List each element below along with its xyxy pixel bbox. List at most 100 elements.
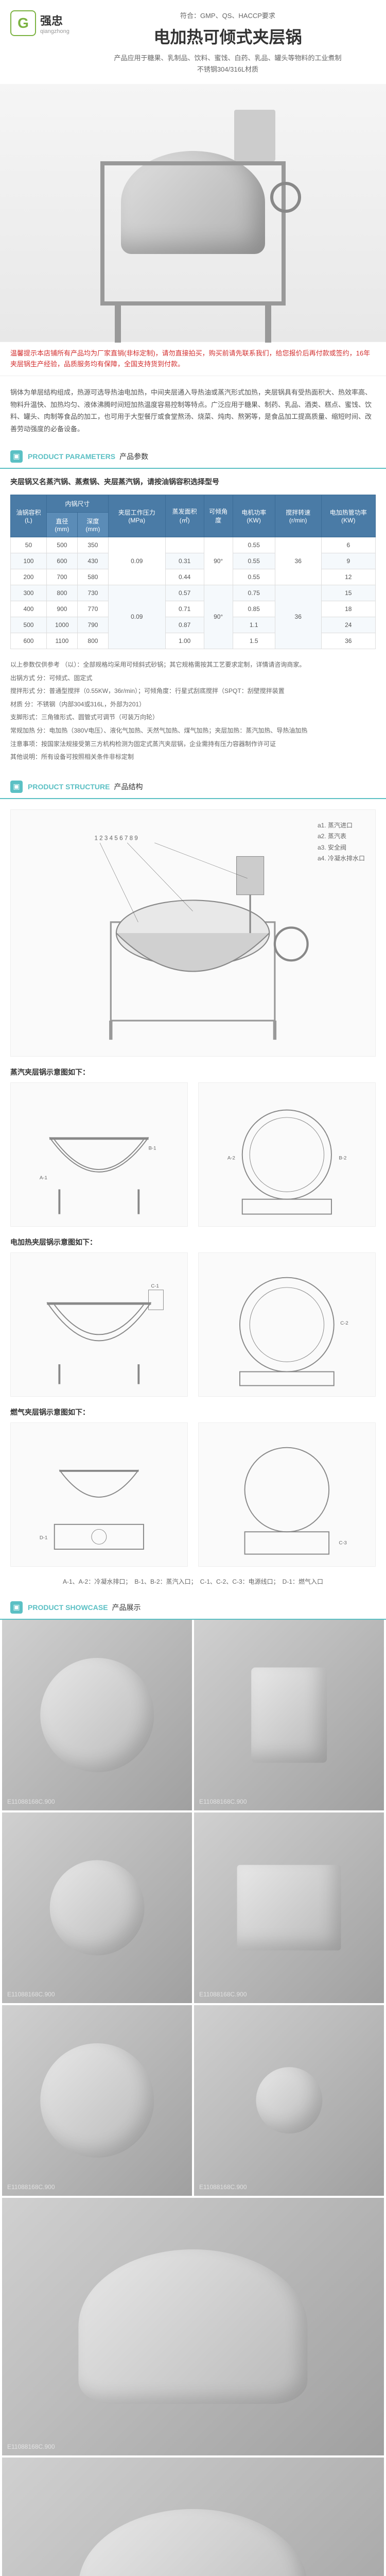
showcase-photo: E11088168C.900 bbox=[2, 1620, 192, 1810]
showcase-photo: E11088168C.900 bbox=[194, 2005, 384, 2196]
showcase-grid: E11088168C.900 E11088168C.900 E11088168C… bbox=[0, 1620, 386, 2576]
table-cell: 1.1 bbox=[233, 617, 275, 633]
table-cell: 430 bbox=[77, 553, 108, 569]
table-cell: 900 bbox=[46, 601, 77, 617]
note-line: 其他说明：所有设备可按照相关条件非标定制 bbox=[10, 752, 376, 763]
steam-diagram-side: A-2B-2 bbox=[198, 1082, 376, 1227]
table-cell: 6 bbox=[321, 537, 375, 553]
showcase-photo-large: E11088168C.900 bbox=[2, 2198, 384, 2455]
note-line: 材质 分：不锈钢（内部304或316L，外部为201） bbox=[10, 699, 376, 710]
table-notes: 以上参数仅供参考 （以）：全部规格均采用可倾斜式砂锅；其它规格需按其工艺要求定制… bbox=[0, 659, 386, 775]
table-cell: 600 bbox=[11, 633, 47, 649]
watermark: E11088168C.900 bbox=[199, 2183, 247, 2191]
table-cell: 350 bbox=[77, 537, 108, 553]
diagram-labels: a1. 蒸汽进口 a2. 蒸汽表 a3. 安全阀 a4. 冷凝水排水口 bbox=[318, 820, 365, 865]
table-cell: 0.44 bbox=[165, 569, 204, 585]
note-line: 搅拌形式 分：普通型搅拌（0.55KW，36r/min）；可倾角度：行星式刮底搅… bbox=[10, 686, 376, 697]
table-cell: 0.87 bbox=[165, 617, 204, 633]
section-title-cn: 产品展示 bbox=[112, 1602, 141, 1613]
table-cell: 100 bbox=[11, 553, 47, 569]
table-cell: 0.71 bbox=[165, 601, 204, 617]
svg-text:A-2: A-2 bbox=[227, 1155, 235, 1161]
table-cell: 36 bbox=[275, 585, 321, 649]
th-pressure: 夹层工作压力(MPa) bbox=[108, 495, 165, 537]
watermark: E11088168C.900 bbox=[199, 1991, 247, 1998]
svg-text:D-1: D-1 bbox=[40, 1535, 47, 1540]
label-a1: a1. 蒸汽进口 bbox=[318, 820, 365, 832]
section-header-showcase: ▣ PRODUCT SHOWCASE 产品展示 bbox=[0, 1596, 386, 1620]
section-title-en: PRODUCT SHOWCASE bbox=[28, 1603, 108, 1612]
table-cell: 0.55 bbox=[233, 569, 275, 585]
table-cell: 12 bbox=[321, 569, 375, 585]
table-cell: 600 bbox=[46, 553, 77, 569]
notice-banner: 温馨提示本店铺所有产品均为厂家直销(非标定制)，请勿直接拍买，购买前请先联系我们… bbox=[0, 342, 386, 377]
table-cell: 0.75 bbox=[233, 585, 275, 601]
table-cell: 0.55 bbox=[233, 537, 275, 553]
gas-diagram-title: 燃气夹层锅示意图如下： bbox=[10, 1407, 376, 1417]
svg-text:C-1: C-1 bbox=[151, 1283, 159, 1289]
th-angle: 可倾角度 bbox=[204, 495, 233, 537]
table-cell: 1.00 bbox=[165, 633, 204, 649]
brand-logo: G 强忠 qiangzhong bbox=[10, 10, 69, 36]
table-cell: 770 bbox=[77, 601, 108, 617]
product-subtitle: 产品应用于糖果、乳制品、饮料、蜜饯、白药、乳品、罐头等物料的工业煮制 bbox=[80, 53, 376, 64]
th-area: 蒸发面积(㎡) bbox=[165, 495, 204, 537]
table-cell: 24 bbox=[321, 617, 375, 633]
watermark: E11088168C.900 bbox=[7, 1798, 55, 1805]
svg-text:1 2 3 4 5 6 7 8 9: 1 2 3 4 5 6 7 8 9 bbox=[95, 835, 138, 841]
table-cell: 90° bbox=[204, 585, 233, 649]
table-cell: 400 bbox=[11, 601, 47, 617]
table-cell: 790 bbox=[77, 617, 108, 633]
th-size: 内锅尺寸 bbox=[46, 495, 108, 512]
logo-subtext: qiangzhong bbox=[40, 28, 69, 35]
svg-text:B-1: B-1 bbox=[149, 1145, 156, 1151]
th-volume: 油锅容积(L) bbox=[11, 495, 47, 537]
table-cell: 1.5 bbox=[233, 633, 275, 649]
header-content: 符合：GMP、QS、HACCP要求 电加热可倾式夹层锅 产品应用于糖果、乳制品、… bbox=[80, 10, 376, 74]
table-cell: 730 bbox=[77, 585, 108, 601]
table-cell bbox=[165, 537, 204, 553]
table-cell: 0.57 bbox=[165, 585, 204, 601]
main-diagram: 1 2 3 4 5 6 7 8 9 a1. 蒸汽进口 a2. 蒸汽表 a3. 安… bbox=[10, 809, 376, 1057]
table-cell: 0.55 bbox=[233, 553, 275, 569]
section-title-en: PRODUCT STRUCTURE bbox=[28, 783, 110, 791]
table-cell: 9 bbox=[321, 553, 375, 569]
showcase-photo: E11088168C.900 bbox=[2, 2005, 192, 2196]
note-line: 支脚形式：三角锥形式、圆管式可调节（可装万向轮） bbox=[10, 712, 376, 723]
th-speed: 搅拌转速(r/min) bbox=[275, 495, 321, 537]
showcase-photo: E11088168C.900 bbox=[194, 1620, 384, 1810]
section-header-structure: ▣ PRODUCT STRUCTURE 产品结构 bbox=[0, 775, 386, 799]
th-diameter: 直径(mm) bbox=[46, 512, 77, 537]
material-text: 不锈钢304/316L材质 bbox=[80, 64, 376, 74]
table-intro: 夹层锅又名蒸汽锅、蒸煮锅、夹层蒸汽锅，请按油锅容积选择型号 bbox=[0, 469, 386, 495]
table-cell: 500 bbox=[11, 617, 47, 633]
th-depth: 深度(mm) bbox=[77, 512, 108, 537]
gas-diagram-side: C-3 bbox=[198, 1422, 376, 1567]
table-cell: 580 bbox=[77, 569, 108, 585]
showcase-photo: E11088168C.900 bbox=[194, 1812, 384, 2003]
table-cell: 15 bbox=[321, 585, 375, 601]
table-cell: 500 bbox=[46, 537, 77, 553]
table-cell: 200 bbox=[11, 569, 47, 585]
table-cell: 300 bbox=[11, 585, 47, 601]
label-a3: a3. 安全阀 bbox=[318, 842, 365, 854]
section-title-cn: 产品参数 bbox=[119, 451, 148, 462]
table-cell: 800 bbox=[46, 585, 77, 601]
svg-text:C-2: C-2 bbox=[340, 1320, 348, 1326]
table-cell: 700 bbox=[46, 569, 77, 585]
showcase-photo: E11088168C.900 bbox=[2, 1812, 192, 2003]
gas-diagram-front: D-1 bbox=[10, 1422, 188, 1567]
svg-text:C-3: C-3 bbox=[339, 1540, 347, 1546]
note-line: 注意事项：按国家法规接受第三方机构检测为固定式蒸汽夹层锅，企业需持有压力容器制作… bbox=[10, 739, 376, 750]
table-cell: 1000 bbox=[46, 617, 77, 633]
steam-diagram-front: A-1B-1 bbox=[10, 1082, 188, 1227]
diagram-section: 1 2 3 4 5 6 7 8 9 a1. 蒸汽进口 a2. 蒸汽表 a3. 安… bbox=[0, 799, 386, 1596]
section-icon: ▣ bbox=[10, 1601, 23, 1614]
watermark: E11088168C.900 bbox=[7, 1991, 55, 1998]
table-cell: 0.31 bbox=[165, 553, 204, 569]
section-title-en: PRODUCT PARAMETERS bbox=[28, 452, 115, 461]
table-cell: 0.85 bbox=[233, 601, 275, 617]
label-a4: a4. 冷凝水排水口 bbox=[318, 853, 365, 865]
section-icon: ▣ bbox=[10, 781, 23, 793]
th-heater: 电加热管功率(KW) bbox=[321, 495, 375, 537]
